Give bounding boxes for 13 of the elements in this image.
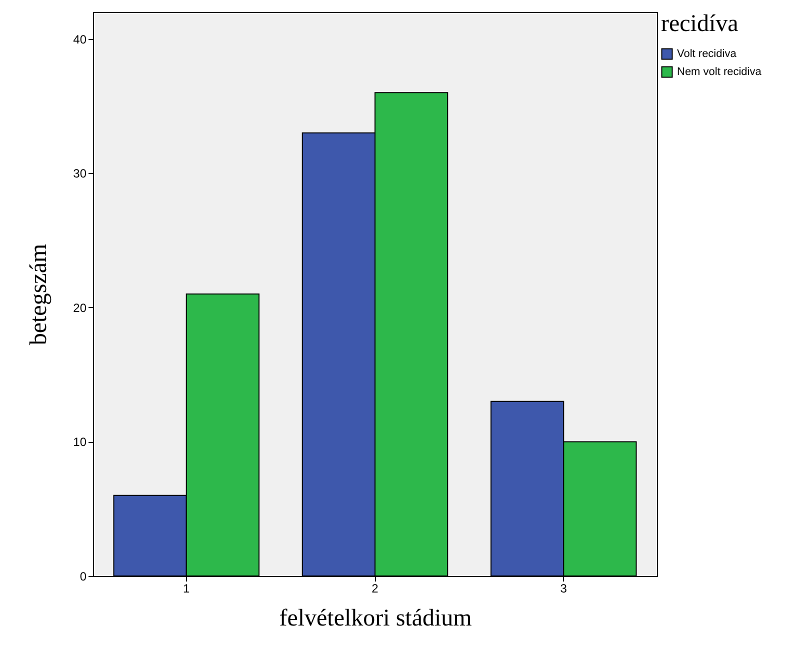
y-tick-label: 20 xyxy=(73,300,87,315)
x-tick-label: 1 xyxy=(183,582,190,596)
y-tick-label: 0 xyxy=(80,570,87,584)
legend-label: Volt recidiva xyxy=(677,48,738,60)
x-axis-title: felvételkori stádium xyxy=(279,606,472,632)
y-tick-label: 30 xyxy=(73,166,87,181)
legend-title: recidíva xyxy=(661,11,739,37)
legend-label: Nem volt recidiva xyxy=(677,66,762,78)
y-tick-label: 40 xyxy=(73,32,87,46)
y-tick-label: 10 xyxy=(73,435,87,450)
x-tick-label: 2 xyxy=(372,582,379,596)
x-tick-label: 3 xyxy=(560,582,568,596)
y-axis-title: betegszám xyxy=(26,244,52,346)
